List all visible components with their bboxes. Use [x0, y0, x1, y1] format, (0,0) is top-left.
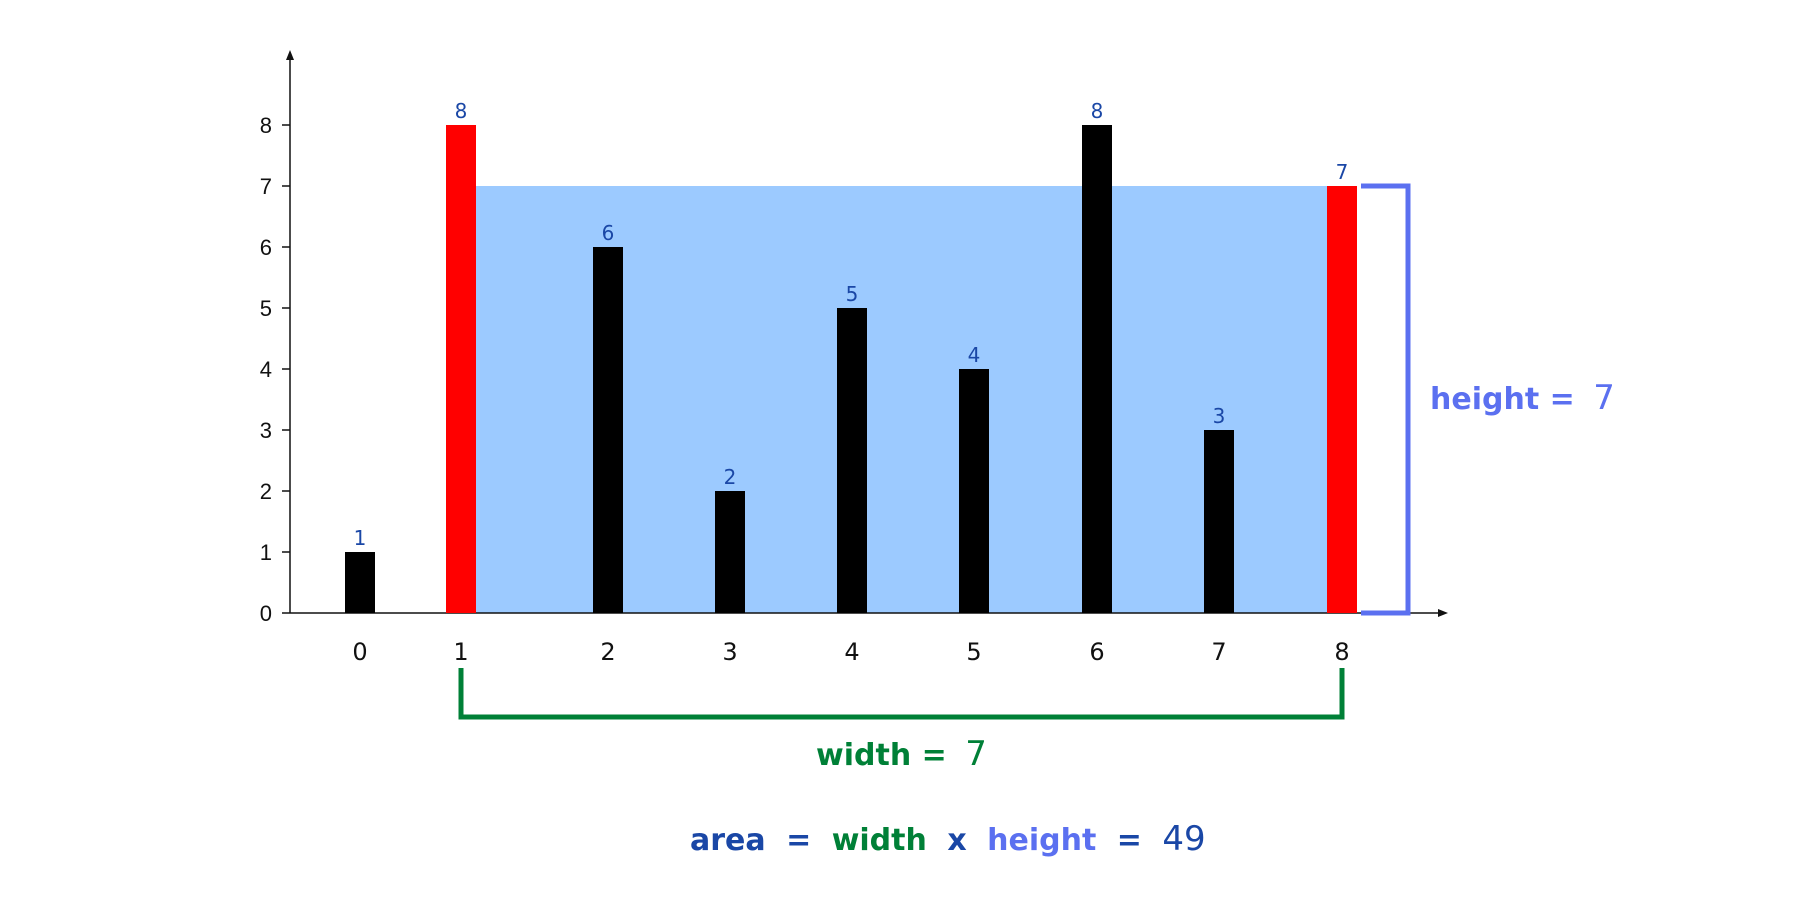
x-tick-label: 8: [1334, 638, 1349, 666]
area-times: x: [947, 823, 966, 858]
width-annotation-value: 7: [965, 734, 987, 774]
bar: [959, 369, 989, 613]
x-tick-label: 0: [352, 638, 367, 666]
width-bracket: width = 7: [458, 668, 1345, 774]
x-tick-label: 5: [966, 638, 981, 666]
x-tick-label: 4: [844, 638, 859, 666]
x-tick-label: 3: [722, 638, 737, 666]
x-tick-label: 7: [1211, 638, 1226, 666]
highlighted-bar: [446, 125, 476, 613]
bar-value-label: 1: [354, 526, 367, 550]
area-formula: area = width x height = 49: [690, 819, 1206, 859]
area-equals-2: =: [1117, 823, 1142, 858]
area-value: 49: [1162, 819, 1205, 859]
height-annotation-label: height =: [1430, 382, 1575, 417]
x-tick-labels: 0 1 2 3 4 5 6 7 8: [352, 638, 1349, 666]
y-tick-label: 2: [260, 479, 272, 504]
height-annotation: height = 7: [1430, 378, 1615, 418]
y-tick-label: 8: [260, 113, 272, 138]
bar-value-label: 6: [602, 221, 615, 245]
bar: [1204, 430, 1234, 613]
y-tick-label: 0: [260, 601, 272, 626]
x-tick-label: 2: [600, 638, 615, 666]
bar: [1082, 125, 1112, 613]
highlighted-bar: [1327, 186, 1357, 613]
bar-value-label: 3: [1213, 404, 1226, 428]
y-tick-label: 3: [260, 418, 272, 443]
bar-value-label: 5: [846, 282, 859, 306]
y-tick-label: 4: [260, 357, 272, 382]
x-tick-label: 6: [1089, 638, 1104, 666]
height-bracket: height = 7: [1361, 183, 1615, 616]
width-bracket-line: [458, 668, 1345, 720]
y-axis-arrow: [286, 50, 294, 60]
bar: [345, 552, 375, 613]
x-axis-arrow: [1438, 609, 1448, 617]
bar-value-label: 4: [968, 343, 981, 367]
y-tick-label: 5: [260, 296, 272, 321]
bar-value-label: 2: [724, 465, 737, 489]
area-word: area: [690, 823, 766, 858]
width-annotation: width = 7: [816, 734, 987, 774]
x-tick-label: 1: [453, 638, 468, 666]
y-tick-label: 7: [260, 174, 272, 199]
y-ticks: 0 1 2 3 4 5 6 7 8: [260, 113, 290, 626]
area-height-word: height: [987, 823, 1096, 858]
bar: [837, 308, 867, 613]
bar-value-label: 7: [1336, 160, 1349, 184]
height-bracket-line: [1361, 183, 1411, 616]
width-annotation-label: width =: [816, 738, 947, 773]
height-annotation-value: 7: [1593, 378, 1615, 418]
bar: [715, 491, 745, 613]
value-labels: 1 8 6 2 5 4 8 3 7: [354, 99, 1349, 550]
bar-value-label: 8: [455, 99, 468, 123]
bars: [345, 125, 1357, 613]
bar-value-label: 8: [1091, 99, 1104, 123]
bar: [593, 247, 623, 613]
area-width-word: width: [832, 823, 927, 858]
y-tick-label: 6: [260, 235, 272, 260]
area-equals: =: [786, 823, 811, 858]
y-tick-label: 1: [260, 540, 272, 565]
